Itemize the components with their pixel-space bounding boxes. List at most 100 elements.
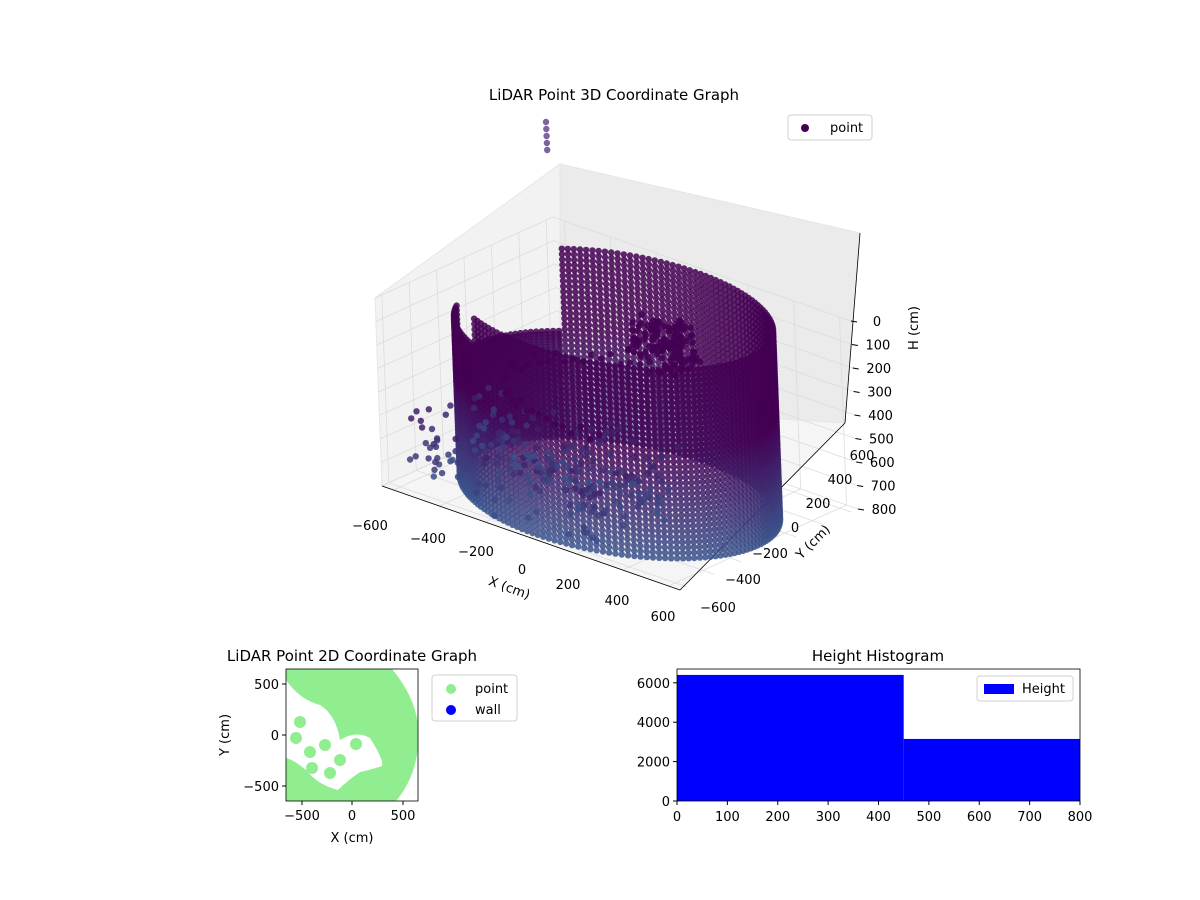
data-point [704,321,711,328]
data-point [692,268,699,276]
z-axis-line [844,232,861,424]
data-point [708,296,715,303]
data-point [699,324,706,331]
data-point [710,355,717,362]
data-point [703,305,711,312]
data-point [694,328,701,335]
data-point [656,554,663,562]
data-point [684,351,691,358]
data-point [707,280,715,287]
x-axis-line [381,485,681,591]
data-point [709,317,716,325]
data-point [704,331,712,339]
data-point [705,353,712,360]
chart-3d-title: LiDAR Point 3D Coordinate Graph [489,86,739,104]
data-point [714,319,721,327]
data-point [713,314,721,321]
data-point [694,322,701,329]
data-point [692,274,699,281]
data-point [687,293,694,301]
data-point [697,276,704,283]
data-point [681,270,688,277]
data-point [681,281,688,288]
data-point [705,348,712,355]
data-point [686,272,694,279]
data-point [697,270,704,278]
data-point [702,283,710,290]
data-point [703,299,710,307]
data-point [708,301,715,309]
data-point [649,554,657,561]
data-point [714,330,721,337]
data-point [686,267,693,274]
data-point [681,286,689,294]
data-point [680,265,688,272]
data-point [704,315,711,323]
data-point [694,333,701,340]
data-point [575,543,582,550]
data-point [703,288,710,296]
data-point [700,346,707,353]
data-point [692,290,700,297]
data-point [698,292,705,299]
data-point [715,346,722,354]
data-point [687,304,695,312]
data-point [693,301,700,308]
data-point [713,298,720,305]
data-point [569,541,576,549]
data-point [612,550,619,557]
data-point [700,351,707,358]
data-point [712,287,720,294]
data-point [699,319,706,326]
data-point [709,312,716,319]
data-point [703,310,711,317]
data-point [713,309,721,316]
data-point [551,537,558,544]
data-point [712,282,720,289]
data-point [693,295,700,303]
data-point [624,552,632,559]
data-point [674,555,681,562]
data-point [699,329,706,337]
data-point [681,276,688,283]
data-point [693,311,700,319]
data-point [557,538,564,546]
data-point [688,315,695,322]
data-point [668,555,675,562]
data-point [698,303,705,310]
data-point [704,326,711,333]
data-point [698,297,705,305]
data-point [699,340,707,348]
data-point [713,303,720,311]
data-point [707,274,714,282]
data-point [599,548,607,555]
data-point [540,533,547,540]
data-point [587,546,594,553]
data-point [697,286,705,294]
data-point [686,277,694,285]
data-point [712,276,719,284]
data-point [662,554,669,562]
data-point [545,535,553,542]
data-point [631,552,638,560]
data-point [715,352,722,359]
data-point [691,554,698,562]
data-point [709,333,717,341]
data-point [714,336,722,343]
data-point [693,306,700,313]
data-point [606,549,613,556]
data-point [699,335,707,342]
data-point [687,283,694,290]
data-point [710,344,717,351]
data-point [682,313,690,320]
data-point [698,313,706,321]
data-point [702,278,710,285]
data-point [683,345,691,353]
data-point [618,551,625,558]
data-point [697,281,705,288]
data-point [705,358,713,366]
data-point [692,279,699,287]
data-point [704,337,712,344]
data-point [705,342,712,349]
data-point [694,338,701,346]
